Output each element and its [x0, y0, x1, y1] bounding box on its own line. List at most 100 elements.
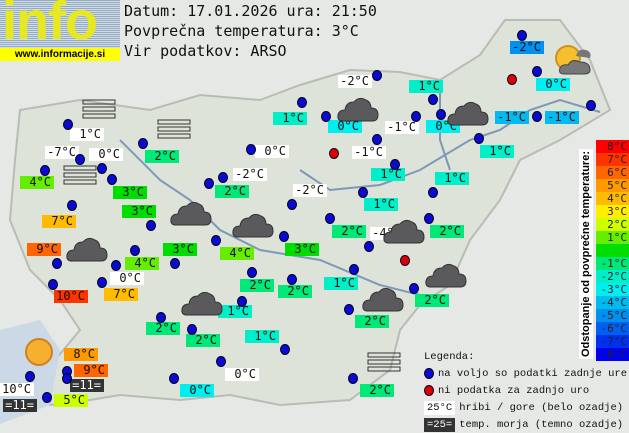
station-dot[interactable] [436, 109, 446, 120]
station-dot[interactable] [358, 187, 368, 198]
hill-sample: 25°C [424, 400, 456, 415]
scale-step: -7°C [596, 335, 629, 348]
scale-step: 4°C [596, 192, 629, 205]
scale-step: -6°C [596, 322, 629, 335]
station-dot[interactable] [138, 138, 148, 149]
station-dot[interactable] [287, 199, 297, 210]
station-dot[interactable] [349, 264, 359, 275]
temperature-label: 1°C [480, 145, 514, 158]
station-dot[interactable] [62, 373, 72, 384]
station-dot[interactable] [428, 187, 438, 198]
temperature-label: 4°C [125, 257, 159, 270]
station-dot[interactable] [42, 392, 52, 403]
temperature-label: -2°C [233, 168, 267, 181]
station-dot[interactable] [187, 324, 197, 335]
temperature-label: 7°C [104, 288, 138, 301]
fog-icon [82, 99, 116, 123]
temperature-label: 0°C [110, 272, 144, 285]
scale-step: 6°C [596, 166, 629, 179]
scale-title: Odstopanje od povprečne temperature: [579, 149, 593, 359]
temperature-label: 1°C [435, 172, 469, 185]
station-dot[interactable] [280, 344, 290, 355]
station-dot[interactable] [532, 66, 542, 77]
scale-step: -8°C [596, 348, 629, 361]
station-dot[interactable] [25, 371, 35, 382]
station-dot[interactable] [390, 159, 400, 170]
station-dot[interactable] [170, 258, 180, 269]
logo[interactable]: info www.informacije.si [0, 0, 120, 61]
station-dot[interactable] [428, 94, 438, 105]
station-dot[interactable] [97, 277, 107, 288]
station-dot[interactable] [237, 296, 247, 307]
station-dot[interactable] [532, 111, 542, 122]
temperature-label: 0°C [536, 78, 570, 91]
station-dot[interactable] [40, 165, 50, 176]
station-dot[interactable] [372, 134, 382, 145]
station-dot[interactable] [63, 119, 73, 130]
cloud-icon [170, 200, 212, 230]
temperature-label: 0°C [180, 384, 214, 397]
temperature-label: 1°C [409, 80, 443, 93]
temperature-label: -1°C [495, 111, 529, 124]
temperature-label: 4°C [220, 247, 254, 260]
station-dot[interactable] [247, 267, 257, 278]
temperature-label: 10°C [0, 383, 34, 396]
station-dot[interactable] [67, 200, 77, 211]
station-dot[interactable] [52, 258, 62, 269]
scale-step: 1°C [596, 231, 629, 244]
temperature-label: 3°C [163, 243, 197, 256]
station-dot[interactable] [287, 274, 297, 285]
station-dot[interactable] [424, 213, 434, 224]
temperature-label: -1°C [385, 121, 419, 134]
country-shape [8, 19, 612, 407]
station-dot[interactable] [111, 260, 121, 271]
station-dot[interactable] [372, 70, 382, 81]
temperature-label: 2°C [415, 294, 449, 307]
sea-temperature-label: =11= [3, 399, 37, 412]
no-data-station-dot[interactable] [507, 74, 517, 85]
temperature-label: 1°C [218, 305, 252, 318]
station-dot[interactable] [297, 97, 307, 108]
temperature-label: 1°C [70, 128, 104, 141]
station-dot[interactable] [156, 312, 166, 323]
temperature-label: 0°C [89, 148, 123, 161]
station-dot[interactable] [325, 213, 335, 224]
station-dot[interactable] [348, 373, 358, 384]
station-dot[interactable] [48, 279, 58, 290]
cloud-icon [337, 96, 379, 126]
temperature-label: 0°C [328, 120, 362, 133]
station-dot[interactable] [517, 30, 527, 41]
station-dot[interactable] [586, 100, 596, 111]
station-dot[interactable] [216, 356, 226, 367]
station-dot[interactable] [474, 133, 484, 144]
station-dot[interactable] [204, 178, 214, 189]
data-source-line: Vir podatkov: ARSO [124, 42, 287, 60]
station-dot[interactable] [218, 172, 228, 183]
scale-step: 8°C [596, 140, 629, 153]
station-dot[interactable] [107, 174, 117, 185]
temperature-label: 2°C [186, 334, 220, 347]
temperature-label: 7°C [42, 215, 76, 228]
station-dot[interactable] [409, 283, 419, 294]
temperature-label: 2°C [430, 225, 464, 238]
legend-no-data: ni podatka za zadnjo uro [438, 384, 590, 397]
station-dot[interactable] [344, 304, 354, 315]
logo-url-link[interactable]: www.informacije.si [0, 48, 120, 61]
partly-cloudy-icon [548, 40, 592, 80]
station-dot[interactable] [246, 144, 256, 155]
temperature-label: 2°C [360, 384, 394, 397]
station-dot[interactable] [169, 373, 179, 384]
station-dot[interactable] [321, 111, 331, 122]
station-dot[interactable] [211, 235, 221, 246]
station-dot[interactable] [364, 241, 374, 252]
station-dot[interactable] [146, 220, 156, 231]
station-dot[interactable] [97, 163, 107, 174]
station-dot[interactable] [130, 245, 140, 256]
no-data-station-dot[interactable] [329, 148, 339, 159]
no-data-station-dot[interactable] [400, 255, 410, 266]
station-dot[interactable] [279, 231, 289, 242]
deviation-scale: 8°C 7°C 6°C 5°C 4°C 3°C 2°C 1°C -1°C -2°C -3°C -4°C… [596, 140, 629, 361]
temperature-label: 2°C [145, 150, 179, 163]
station-dot[interactable] [75, 154, 85, 165]
station-dot[interactable] [411, 111, 421, 122]
